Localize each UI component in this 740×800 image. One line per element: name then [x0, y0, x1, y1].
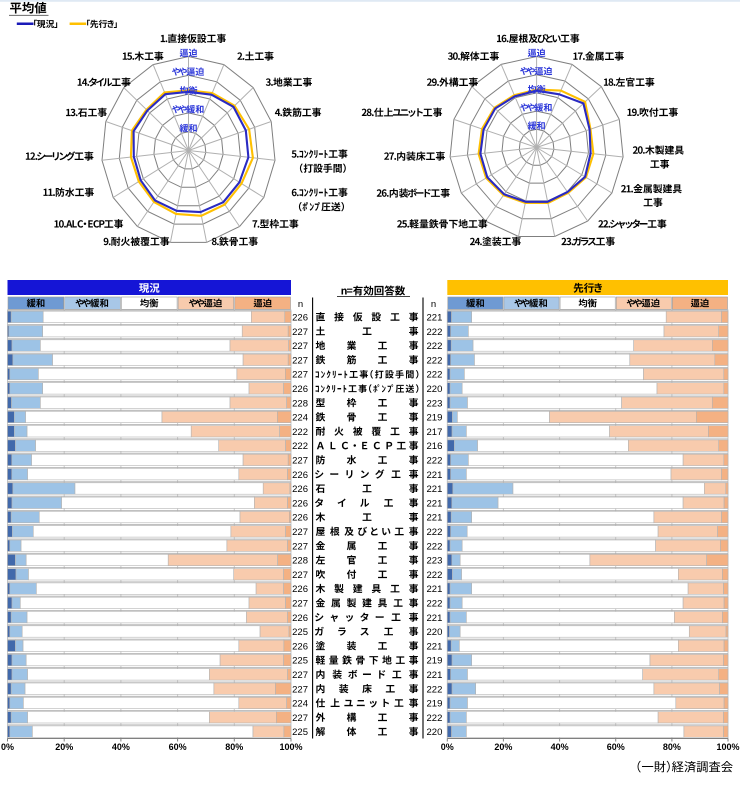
- svg-text:226: 226: [292, 584, 308, 595]
- svg-text:227: 227: [292, 327, 308, 338]
- svg-text:216: 216: [427, 441, 443, 452]
- svg-text:222: 222: [427, 541, 443, 552]
- svg-text:222: 222: [427, 527, 443, 538]
- svg-text:223: 223: [427, 556, 443, 567]
- svg-text:219: 219: [427, 656, 443, 667]
- svg-text:226: 226: [292, 313, 308, 324]
- svg-text:224: 224: [292, 413, 308, 424]
- svg-text:0%: 0%: [1, 742, 14, 752]
- svg-text:225: 225: [292, 656, 308, 667]
- svg-text:60%: 60%: [169, 742, 187, 752]
- svg-text:221: 221: [427, 641, 443, 652]
- svg-text:221: 221: [427, 584, 443, 595]
- svg-text:80%: 80%: [663, 742, 681, 752]
- svg-text:221: 221: [427, 470, 443, 481]
- svg-text:219: 219: [427, 413, 443, 424]
- svg-text:227: 227: [292, 456, 308, 467]
- svg-text:221: 221: [427, 513, 443, 524]
- svg-text:226: 226: [292, 384, 308, 395]
- svg-text:20%: 20%: [494, 742, 512, 752]
- svg-text:228: 228: [292, 398, 308, 409]
- svg-text:228: 228: [292, 556, 308, 567]
- svg-text:223: 223: [427, 398, 443, 409]
- svg-text:227: 227: [292, 570, 308, 581]
- svg-text:220: 220: [427, 384, 443, 395]
- svg-text:226: 226: [292, 498, 308, 509]
- svg-text:40%: 40%: [112, 742, 130, 752]
- svg-text:222: 222: [292, 427, 308, 438]
- svg-text:221: 221: [427, 670, 443, 681]
- svg-text:222: 222: [292, 441, 308, 452]
- svg-text:227: 227: [292, 713, 308, 724]
- svg-text:222: 222: [427, 599, 443, 610]
- svg-text:224: 224: [292, 699, 308, 710]
- svg-text:226: 226: [292, 641, 308, 652]
- svg-text:n: n: [298, 299, 303, 310]
- svg-text:222: 222: [427, 713, 443, 724]
- svg-text:227: 227: [292, 370, 308, 381]
- svg-text:222: 222: [427, 684, 443, 695]
- svg-text:226: 226: [292, 484, 308, 495]
- svg-text:220: 220: [427, 727, 443, 738]
- svg-text:100%: 100%: [279, 742, 302, 752]
- svg-text:225: 225: [292, 627, 308, 638]
- svg-text:226: 226: [292, 513, 308, 524]
- svg-text:222: 222: [427, 327, 443, 338]
- svg-text:221: 221: [427, 313, 443, 324]
- svg-text:227: 227: [292, 541, 308, 552]
- svg-text:226: 226: [292, 470, 308, 481]
- svg-text:220: 220: [427, 627, 443, 638]
- svg-text:219: 219: [427, 699, 443, 710]
- svg-text:217: 217: [427, 427, 443, 438]
- svg-text:60%: 60%: [607, 742, 625, 752]
- svg-text:222: 222: [427, 370, 443, 381]
- svg-text:20%: 20%: [55, 742, 73, 752]
- svg-text:227: 227: [292, 527, 308, 538]
- svg-text:221: 221: [427, 613, 443, 624]
- svg-text:226: 226: [292, 613, 308, 624]
- svg-text:227: 227: [292, 341, 308, 352]
- svg-text:227: 227: [292, 670, 308, 681]
- svg-text:221: 221: [427, 484, 443, 495]
- svg-text:222: 222: [427, 456, 443, 467]
- svg-text:227: 227: [292, 599, 308, 610]
- svg-text:222: 222: [427, 341, 443, 352]
- svg-text:40%: 40%: [551, 742, 569, 752]
- svg-text:n: n: [431, 299, 436, 310]
- svg-text:227: 227: [292, 355, 308, 366]
- svg-text:221: 221: [427, 498, 443, 509]
- svg-text:227: 227: [292, 684, 308, 695]
- svg-text:100%: 100%: [716, 742, 739, 752]
- svg-text:222: 222: [427, 355, 443, 366]
- svg-text:222: 222: [427, 570, 443, 581]
- svg-text:225: 225: [292, 727, 308, 738]
- svg-text:80%: 80%: [225, 742, 243, 752]
- svg-text:0%: 0%: [441, 742, 454, 752]
